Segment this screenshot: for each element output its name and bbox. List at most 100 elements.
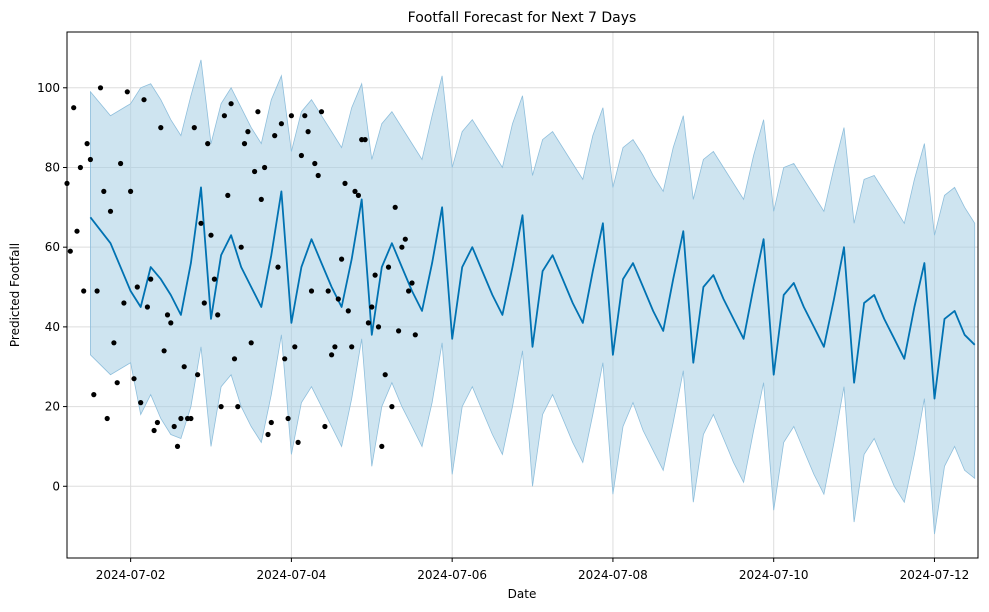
observed-point	[225, 192, 231, 198]
observed-point	[131, 376, 137, 382]
forecast-line-group	[89, 186, 976, 400]
observed-point	[121, 300, 127, 306]
observed-point	[295, 439, 301, 445]
observed-point	[87, 156, 93, 163]
observed-point	[345, 308, 351, 314]
observed-point	[275, 264, 281, 270]
observed-point	[94, 288, 100, 294]
observed-point	[138, 400, 144, 406]
observed-point	[231, 356, 238, 362]
observed-point	[389, 404, 395, 410]
observed-point	[245, 129, 251, 135]
observed-point	[77, 164, 83, 171]
observed-point	[118, 160, 124, 167]
observed-point	[262, 164, 268, 171]
observed-point	[315, 172, 321, 179]
x-axis-title: Date	[508, 587, 537, 601]
observed-point	[349, 344, 355, 350]
observed-point	[409, 280, 415, 286]
observed-point	[107, 208, 114, 214]
y-tick-label: 40	[45, 320, 60, 334]
observed-point	[74, 228, 80, 234]
observed-point	[161, 348, 167, 354]
observed-point	[148, 276, 154, 282]
observed-point	[355, 192, 361, 198]
observed-point	[171, 423, 177, 430]
observed-point	[298, 152, 304, 159]
observed-point	[208, 232, 214, 238]
observed-point	[252, 168, 258, 175]
observed-point	[134, 284, 140, 290]
x-tick-label: 2024-07-12	[900, 568, 970, 582]
y-axis-ticks: 0 20 40 60 80 100	[37, 81, 67, 493]
observed-point	[191, 125, 197, 131]
observed-point	[248, 340, 254, 346]
observed-point	[372, 272, 378, 278]
observed-point	[382, 372, 388, 378]
uncertainty-band	[90, 59, 976, 535]
observed-point	[325, 288, 331, 294]
y-tick-label: 0	[52, 479, 60, 493]
observed-point	[221, 113, 227, 119]
y-tick-label: 100	[37, 81, 60, 95]
observed-point	[402, 236, 408, 242]
observed-point	[329, 352, 335, 358]
observed-point	[342, 180, 348, 186]
observed-point	[322, 423, 328, 430]
observed-point	[235, 404, 241, 410]
observed-point	[369, 304, 375, 310]
observed-point	[111, 340, 117, 346]
observed-point	[335, 296, 341, 302]
x-tick-label: 2024-07-08	[578, 568, 648, 582]
plot-frame	[66, 31, 979, 559]
observed-point	[114, 380, 120, 386]
observed-point	[228, 101, 234, 107]
observed-point	[241, 141, 248, 147]
x-tick-label: 2024-07-06	[417, 568, 487, 582]
observed-point	[375, 324, 382, 330]
observed-point	[174, 443, 181, 449]
observed-point	[318, 109, 325, 115]
observed-point	[144, 304, 150, 310]
observed-point	[339, 256, 345, 262]
observed-point	[312, 160, 318, 167]
observed-point	[308, 288, 315, 294]
observed-point	[258, 196, 264, 202]
observed-point	[238, 244, 244, 250]
observed-point	[352, 188, 358, 194]
observed-point	[67, 248, 73, 254]
observed-point	[362, 137, 368, 143]
x-axis-ticks: 2024-07-02 2024-07-04 2024-07-06 2024-07-08…	[96, 558, 970, 582]
uncertainty-band-group	[90, 59, 976, 535]
observed-point	[365, 320, 371, 326]
y-tick-label: 20	[45, 400, 60, 414]
observed-point	[282, 356, 288, 362]
observed-point	[178, 415, 184, 422]
observed-point	[385, 264, 392, 270]
observed-point	[124, 89, 130, 95]
y-tick-label: 80	[45, 160, 60, 174]
observed-point	[278, 121, 284, 127]
observed-point	[201, 300, 207, 306]
observed-point	[305, 129, 311, 135]
observed-point	[84, 141, 90, 147]
x-tick-label: 2024-07-02	[96, 568, 166, 582]
observed-point	[292, 344, 298, 350]
observed-point	[379, 443, 385, 449]
observed-point	[71, 105, 77, 111]
y-tick-label: 60	[45, 240, 60, 254]
observed-point	[168, 320, 174, 326]
observed-point	[215, 312, 221, 318]
observed-point	[255, 109, 261, 115]
observed-point	[81, 288, 87, 294]
x-tick-label: 2024-07-04	[257, 568, 327, 582]
observed-points-group	[64, 85, 418, 449]
observed-point	[218, 404, 224, 410]
observed-point	[195, 372, 201, 378]
observed-point	[181, 364, 187, 370]
observed-point	[412, 332, 418, 338]
observed-point	[392, 204, 398, 210]
observed-point	[154, 419, 160, 426]
observed-point	[151, 427, 157, 434]
